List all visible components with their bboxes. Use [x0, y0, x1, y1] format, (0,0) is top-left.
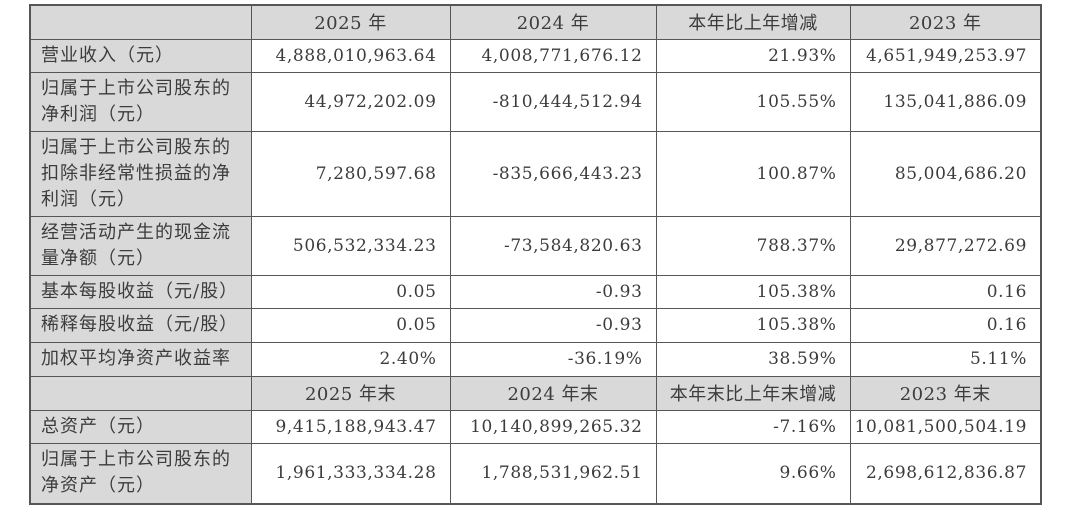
column-header-2023: 2023 年 [849, 4, 1042, 40]
table-row-diluted-eps: 稀释每股收益（元/股） 0.05 -0.93 105.38% 0.16 [29, 307, 1042, 343]
corner-cell [29, 4, 252, 40]
row-label-total-assets: 总资产（元） [29, 409, 252, 444]
cell-net-assets-2023-end: 2,698,612,836.87 [849, 442, 1042, 505]
table-row-operating-cash-flow: 经营活动产生的现金流 量净额（元） 506,532,334.23 -73,584… [29, 215, 1042, 276]
cell-diluted-eps-2024: -0.93 [449, 307, 657, 343]
column-header-2024: 2024 年 [449, 4, 657, 40]
row-label-basic-eps: 基本每股收益（元/股） [29, 274, 252, 309]
cell-diluted-eps-yoy: 105.38% [655, 307, 851, 343]
cell-diluted-eps-2023: 0.16 [849, 307, 1042, 343]
cell-net-assets-yoy: 9.66% [655, 442, 851, 505]
table-row-weighted-avg-roe: 加权平均净资产收益率 2.40% -36.19% 38.59% 5.11% [29, 341, 1042, 377]
cell-total-assets-2024-end: 10,140,899,265.32 [449, 409, 657, 444]
cell-net-assets-2024-end: 1,788,531,962.51 [449, 442, 657, 505]
cell-revenue-yoy: 21.93% [655, 38, 851, 73]
row-label-weighted-avg-roe: 加权平均净资产收益率 [29, 341, 252, 377]
cell-basic-eps-2023: 0.16 [849, 274, 1042, 309]
row-label-operating-cash-flow: 经营活动产生的现金流 量净额（元） [29, 215, 252, 276]
cell-net-profit-2025: 44,972,202.09 [250, 71, 451, 132]
cell-cash-flow-yoy: 788.37% [655, 215, 851, 276]
table-row-total-assets: 总资产（元） 9,415,188,943.47 10,140,899,265.3… [29, 409, 1042, 444]
financial-summary-table: 2025 年 2024 年 本年比上年增减 2023 年 营业收入（元） 4,8… [29, 4, 1042, 505]
header-row-period-end: 2025 年末 2024 年末 本年末比上年末增减 2023 年末 [29, 375, 1042, 411]
cell-total-assets-yoy: -7.16% [655, 409, 851, 444]
row-label-diluted-eps: 稀释每股收益（元/股） [29, 307, 252, 343]
cell-net-profit-yoy: 105.55% [655, 71, 851, 132]
cell-net-profit-excl-2023: 85,004,686.20 [849, 130, 1042, 217]
cell-roe-2023: 5.11% [849, 341, 1042, 377]
cell-roe-2024: -36.19% [449, 341, 657, 377]
cell-cash-flow-2024: -73,584,820.63 [449, 215, 657, 276]
cell-net-assets-2025-end: 1,961,333,334.28 [250, 442, 451, 505]
cell-revenue-2023: 4,651,949,253.97 [849, 38, 1042, 73]
cell-roe-2025: 2.40% [250, 341, 451, 377]
cell-total-assets-2023-end: 10,081,500,504.19 [849, 409, 1042, 444]
cell-net-profit-2023: 135,041,886.09 [849, 71, 1042, 132]
cell-revenue-2025: 4,888,010,963.64 [250, 38, 451, 73]
corner-cell-2 [29, 375, 252, 411]
cell-net-profit-2024: -810,444,512.94 [449, 71, 657, 132]
cell-total-assets-2025-end: 9,415,188,943.47 [250, 409, 451, 444]
column-header-2024-end: 2024 年末 [449, 375, 657, 411]
cell-cash-flow-2023: 29,877,272.69 [849, 215, 1042, 276]
table-row-basic-eps: 基本每股收益（元/股） 0.05 -0.93 105.38% 0.16 [29, 274, 1042, 309]
cell-revenue-2024: 4,008,771,676.12 [449, 38, 657, 73]
cell-basic-eps-2024: -0.93 [449, 274, 657, 309]
column-header-2023-end: 2023 年末 [849, 375, 1042, 411]
cell-basic-eps-2025: 0.05 [250, 274, 451, 309]
row-label-net-profit: 归属于上市公司股东的 净利润（元） [29, 71, 252, 132]
column-header-2025-end: 2025 年末 [250, 375, 451, 411]
table-row-net-profit: 归属于上市公司股东的 净利润（元） 44,972,202.09 -810,444… [29, 71, 1042, 132]
row-label-revenue: 营业收入（元） [29, 38, 252, 73]
column-header-2025: 2025 年 [250, 4, 451, 40]
header-row-annual: 2025 年 2024 年 本年比上年增减 2023 年 [29, 4, 1042, 40]
cell-net-profit-excl-2024: -835,666,443.23 [449, 130, 657, 217]
row-label-net-assets: 归属于上市公司股东的 净资产（元） [29, 442, 252, 505]
table-row-net-profit-excl-nonrecurring: 归属于上市公司股东的 扣除非经常性损益的净 利润（元） 7,280,597.68… [29, 130, 1042, 217]
cell-basic-eps-yoy: 105.38% [655, 274, 851, 309]
cell-roe-yoy: 38.59% [655, 341, 851, 377]
cell-net-profit-excl-2025: 7,280,597.68 [250, 130, 451, 217]
cell-net-profit-excl-yoy: 100.87% [655, 130, 851, 217]
column-header-yoy-change: 本年比上年增减 [655, 4, 851, 40]
row-label-net-profit-excl-nonrecurring: 归属于上市公司股东的 扣除非经常性损益的净 利润（元） [29, 130, 252, 217]
table-row-net-assets: 归属于上市公司股东的 净资产（元） 1,961,333,334.28 1,788… [29, 442, 1042, 505]
cell-cash-flow-2025: 506,532,334.23 [250, 215, 451, 276]
table-row-revenue: 营业收入（元） 4,888,010,963.64 4,008,771,676.1… [29, 38, 1042, 73]
column-header-end-yoy-change: 本年末比上年末增减 [655, 375, 851, 411]
cell-diluted-eps-2025: 0.05 [250, 307, 451, 343]
